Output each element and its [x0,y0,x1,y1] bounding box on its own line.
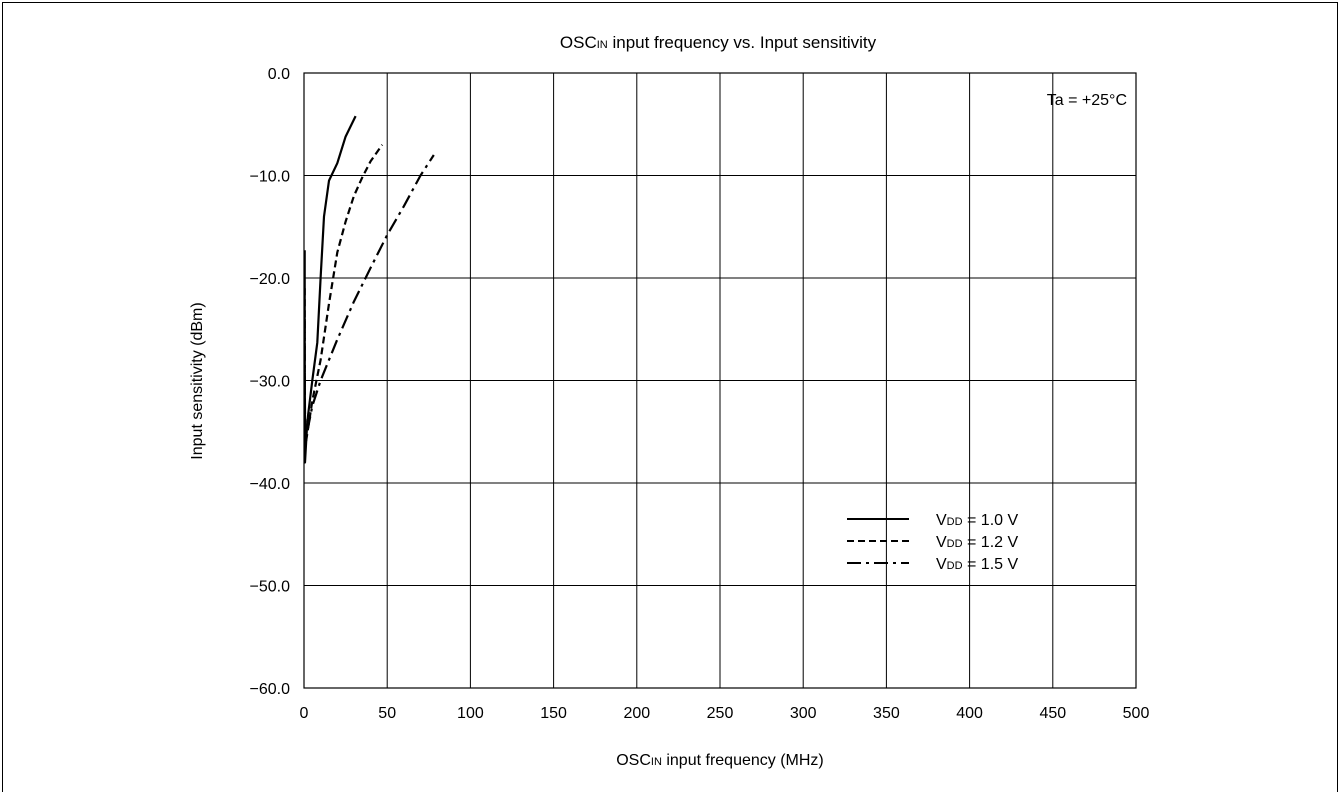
x-tick-label: 300 [790,705,817,722]
y-tick-label: −20.0 [250,271,291,288]
x-tick-labels: 0 50 100 150 200 250 300 350 400 450 500 [300,705,1150,722]
y-tick-label: −30.0 [250,374,291,391]
y-axis-label: Input sensitivity (dBm) [189,302,206,459]
y-tick-label: 0.0 [268,66,290,83]
grid [303,72,1137,689]
series-lines [303,115,435,464]
temperature-annotation: Ta = +25°C [1047,92,1127,109]
x-tick-label: 0 [300,705,309,722]
x-tick-label: 200 [623,705,650,722]
series-line-2 [303,144,384,449]
legend-label-2: VDD = 1.2 V [936,534,1018,551]
x-tick-label: 450 [1039,705,1066,722]
y-tick-labels: 0.0 −10.0 −20.0 −30.0 −40.0 −50.0 −60.0 [250,66,291,698]
y-tick-label: −50.0 [250,579,291,596]
legend: VDD = 1.0 V VDD = 1.2 V VDD = 1.5 V [847,512,1018,573]
x-tick-label: 250 [707,705,734,722]
x-tick-label: 50 [378,705,396,722]
chart-title: OSCIN input frequency vs. Input sensitiv… [560,33,877,52]
y-tick-label: −40.0 [250,476,291,493]
x-tick-label: 500 [1123,705,1150,722]
x-tick-label: 100 [457,705,484,722]
y-tick-label: −60.0 [250,681,291,698]
y-tick-label: −10.0 [250,169,291,186]
series-line-3 [303,154,435,444]
x-tick-label: 400 [956,705,983,722]
x-tick-label: 350 [873,705,900,722]
x-tick-label: 150 [540,705,567,722]
legend-label-1: VDD = 1.0 V [936,512,1018,529]
legend-label-3: VDD = 1.5 V [936,556,1018,573]
x-axis-label: OSCIN input frequency (MHz) [616,752,824,769]
